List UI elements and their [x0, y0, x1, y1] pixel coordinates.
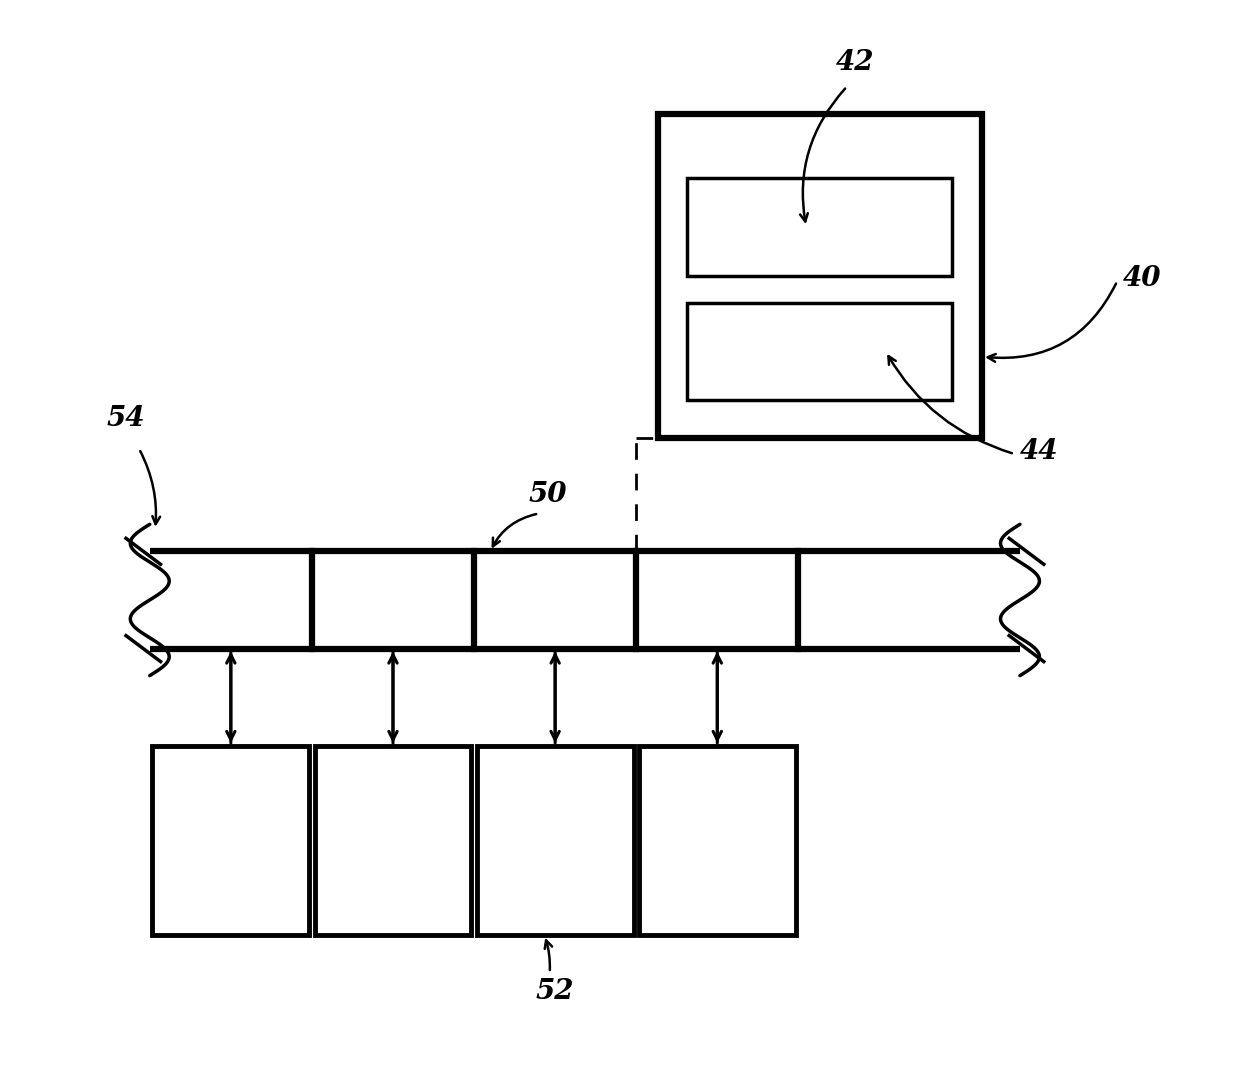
Bar [658, 114, 982, 438]
Bar [687, 303, 952, 400]
Bar [315, 746, 471, 935]
Text: 52: 52 [536, 978, 574, 1005]
Text: 42: 42 [836, 49, 874, 76]
Bar [639, 746, 796, 935]
Text: 50: 50 [528, 481, 567, 508]
Text: 40: 40 [1122, 265, 1161, 292]
Bar [153, 746, 309, 935]
Text: 54: 54 [107, 405, 145, 432]
Text: 44: 44 [1021, 438, 1059, 465]
Bar [687, 178, 952, 276]
Bar [476, 746, 634, 935]
